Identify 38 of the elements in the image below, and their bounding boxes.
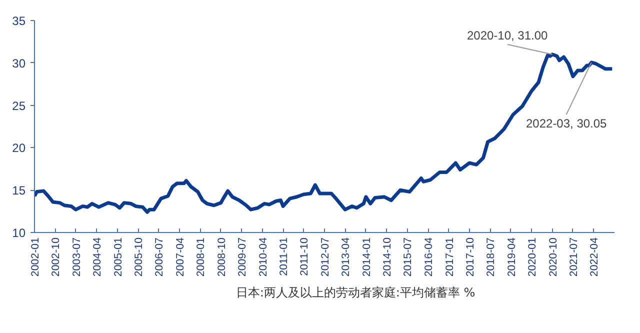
y-tick-label: 25: [12, 98, 26, 113]
y-tick-label: 30: [12, 56, 26, 70]
x-tick-label: 2016-04: [423, 237, 436, 277]
x-tick-label: 2002-10: [50, 237, 62, 277]
x-tick-label: 2005-01: [112, 237, 124, 277]
line-series: [34, 52, 614, 214]
x-tick-label: 2003-07: [70, 237, 83, 277]
x-tick-label: 2022-04: [588, 237, 601, 277]
x-tick-label: 2006-07: [154, 237, 166, 277]
x-tick-label: 2020-01: [526, 237, 539, 277]
x-tick-label: 2018-07: [485, 237, 498, 277]
text: 日本:两人及以上的劳动者家庭:平均储蓄率 %: [236, 284, 476, 302]
x-tick-label: 2014-01: [360, 237, 373, 277]
x-tick-label: 2012-07: [319, 237, 332, 277]
x-tick-label: 2008-10: [216, 237, 228, 277]
x-tick-label: 2011-10: [298, 237, 311, 276]
x-tick-label: 2009-07: [236, 237, 249, 277]
x-tick-label: 2005-10: [133, 237, 146, 277]
x-tick-label: 2004-04: [92, 237, 104, 277]
y-tick-label: 20: [12, 141, 26, 156]
x-tick-label: 2021-07: [568, 237, 580, 277]
y-tick-label: 35: [12, 14, 26, 28]
x-tick-label: 2020-10: [547, 237, 560, 277]
x-tick-label: 2019-04: [506, 237, 518, 277]
x-tick-label: 2013-04: [340, 237, 352, 277]
y-tick-label: 15: [12, 184, 26, 198]
x-tick-label: 2002-01: [30, 237, 42, 277]
x-tick-label: 2008-01: [195, 237, 208, 277]
x-tick-label: 2011-01: [278, 237, 290, 276]
annotation: 2022-03, 30.05: [526, 116, 608, 130]
x-tick-label: 2010-04: [257, 237, 270, 277]
y-tick-label: 10: [12, 226, 26, 240]
x-tick-label: 2014-10: [382, 237, 394, 277]
x-tick-label: 2015-07: [402, 237, 414, 277]
x-tick-label: 2017-10: [464, 237, 476, 277]
x-tick-label: 2007-04: [174, 237, 186, 277]
x-tick-label: 2017-01: [444, 237, 456, 277]
annotation: 2020-10, 31.00: [466, 28, 548, 42]
